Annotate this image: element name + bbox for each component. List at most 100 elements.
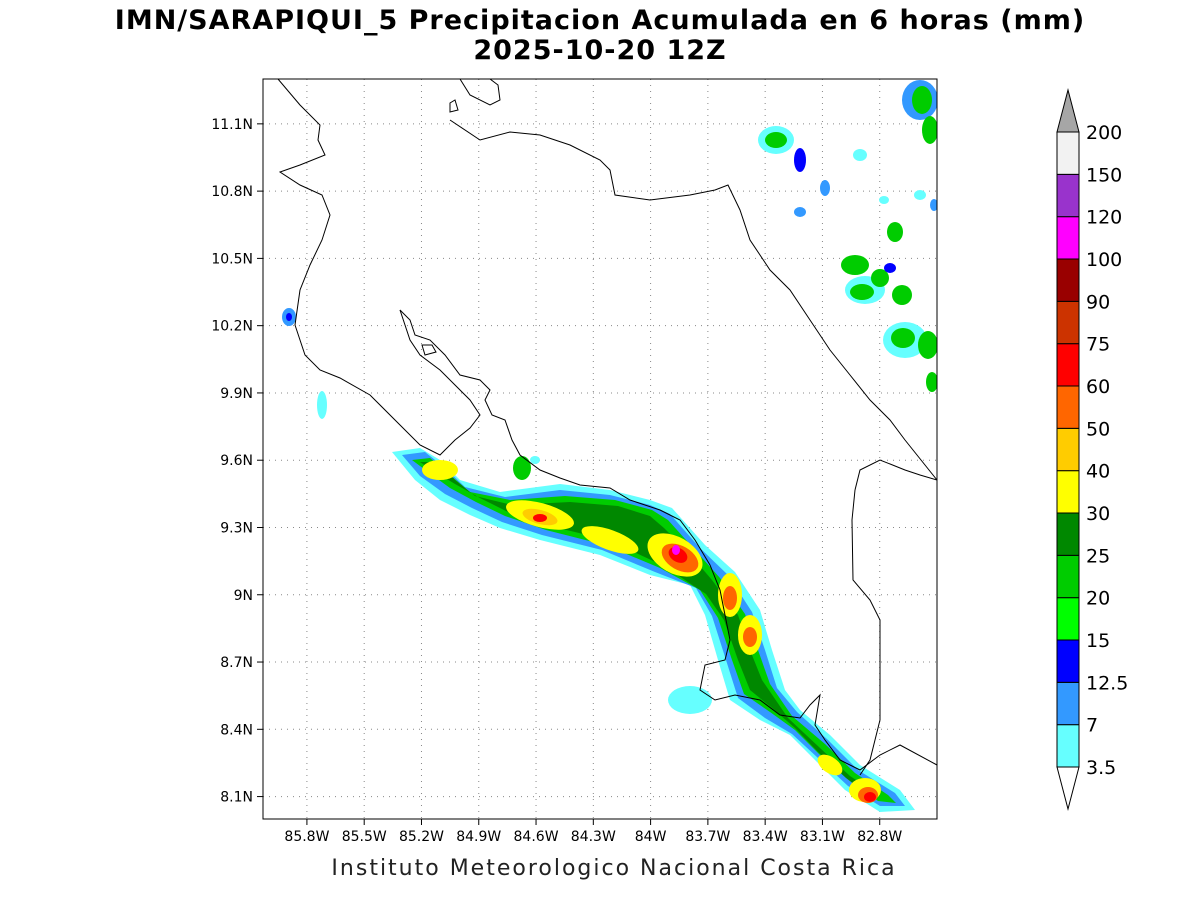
precip-cell bbox=[317, 391, 327, 419]
map-frame bbox=[262, 78, 938, 820]
colorbar-label: 200 bbox=[1086, 122, 1122, 144]
precip-cell bbox=[286, 313, 292, 321]
lon-tick-label: 83.4W bbox=[743, 829, 788, 845]
precip-core-yellow bbox=[422, 460, 458, 480]
precip-cell bbox=[884, 263, 896, 273]
precip-cell bbox=[668, 686, 712, 714]
colorbar-label: 12.5 bbox=[1086, 672, 1128, 694]
nicoya-island bbox=[421, 344, 437, 356]
colorbar-above-arrow bbox=[1056, 88, 1080, 133]
lat-tick-label: 9.6N bbox=[220, 453, 253, 469]
colorbar-label: 25 bbox=[1086, 545, 1110, 567]
colorbar-label: 7 bbox=[1086, 715, 1098, 737]
colorbar-label: 40 bbox=[1086, 461, 1110, 483]
axis-ticks: 11.1N 10.8N 10.5N 10.2N 9.9N 9.6N 9.3N 9N 8.7N 8.… bbox=[211, 117, 902, 845]
caribbean-coast-south bbox=[854, 459, 937, 491]
colorbar-swatch bbox=[1056, 173, 1080, 218]
colorbar-swatch bbox=[1056, 681, 1080, 726]
footer-credit: Instituto Meteorologico Nacional Costa R… bbox=[331, 856, 897, 881]
precip-core-yellow bbox=[581, 526, 639, 554]
lat-tick-label: 9.9N bbox=[220, 386, 253, 402]
precip-core-red bbox=[864, 792, 876, 802]
colorbar-swatch bbox=[1056, 216, 1080, 260]
precip-core-yellow bbox=[817, 754, 843, 776]
lon-tick-label: 84.6W bbox=[514, 829, 559, 845]
colorbar-swatch bbox=[1056, 385, 1080, 429]
lon-tick-label: 84W bbox=[635, 829, 667, 845]
precip-cell bbox=[871, 269, 889, 287]
precip-cell bbox=[887, 222, 903, 242]
precip-cell bbox=[820, 180, 830, 196]
precip-core-orange bbox=[743, 627, 757, 647]
precip-cell bbox=[918, 331, 937, 359]
colorbar-label: 3.5 bbox=[1086, 757, 1116, 779]
lat-tick-label: 10.8N bbox=[211, 184, 253, 200]
colorbar-label: 50 bbox=[1086, 418, 1110, 440]
precip-cell bbox=[765, 132, 787, 148]
colorbar-swatch bbox=[1056, 512, 1080, 556]
nicoya-gulf-coast bbox=[399, 309, 937, 771]
colorbar-below-arrow bbox=[1056, 766, 1080, 811]
precip-cell bbox=[794, 148, 806, 172]
lat-tick-label: 10.2N bbox=[211, 319, 253, 335]
precip-core-orange bbox=[723, 586, 737, 610]
colorbar: 3.5 7 12.5 15 20 25 30 40 50 60 75 90 100 120 150 200 bbox=[1056, 88, 1128, 811]
lon-tick-label: 84.3W bbox=[571, 829, 616, 845]
colorbar-swatch bbox=[1056, 131, 1080, 175]
colorbar-label: 60 bbox=[1086, 376, 1110, 398]
precip-cell bbox=[912, 86, 932, 114]
precip-cell bbox=[891, 328, 915, 348]
colorbar-swatch bbox=[1056, 724, 1080, 768]
precip-cell bbox=[850, 284, 874, 300]
precip-cell bbox=[853, 149, 867, 161]
colorbar-label: 120 bbox=[1086, 207, 1122, 229]
colorbar-swatch bbox=[1056, 639, 1080, 683]
lon-tick-label: 85.2W bbox=[399, 829, 444, 845]
lon-tick-label: 84.9W bbox=[456, 829, 501, 845]
lat-tick-label: 9.3N bbox=[220, 520, 253, 536]
colorbar-swatch bbox=[1056, 300, 1080, 345]
precipitation-field bbox=[282, 80, 937, 812]
colorbar-label: 100 bbox=[1086, 249, 1122, 271]
precip-cell bbox=[530, 456, 540, 464]
precip-cell bbox=[922, 116, 937, 144]
graticule bbox=[263, 79, 937, 819]
lon-tick-label: 82.8W bbox=[857, 829, 902, 845]
colorbar-swatch bbox=[1056, 597, 1080, 641]
precip-cell bbox=[841, 255, 869, 275]
precip-cell bbox=[513, 456, 531, 480]
colorbar-swatch bbox=[1056, 554, 1080, 599]
precip-cell bbox=[926, 372, 937, 392]
lat-tick-label: 10.5N bbox=[211, 251, 253, 267]
precip-core-red bbox=[533, 514, 547, 522]
lat-tick-label: 8.7N bbox=[220, 655, 253, 671]
colorbar-label: 90 bbox=[1086, 291, 1110, 313]
lake-nicaragua-south bbox=[459, 79, 501, 106]
lat-tick-label: 8.4N bbox=[220, 722, 253, 738]
map-subtitle-date: 2025-10-20 12Z bbox=[473, 35, 727, 66]
colorbar-swatch bbox=[1056, 343, 1080, 387]
colorbar-label: 20 bbox=[1086, 588, 1110, 610]
map-title: IMN/SARAPIQUI_5 Precipitacion Acumulada … bbox=[114, 5, 1086, 36]
panama-border bbox=[851, 489, 881, 776]
lon-tick-label: 85.5W bbox=[342, 829, 387, 845]
colorbar-swatch bbox=[1056, 470, 1080, 514]
colorbar-label: 75 bbox=[1086, 334, 1110, 356]
colorbar-label: 15 bbox=[1086, 630, 1110, 652]
colorbar-label: 30 bbox=[1086, 503, 1110, 525]
precip-cell bbox=[794, 207, 806, 217]
colorbar-swatch bbox=[1056, 258, 1080, 302]
lat-tick-label: 11.1N bbox=[211, 117, 253, 133]
coastlines bbox=[277, 79, 937, 776]
precip-cell bbox=[892, 285, 912, 305]
colorbar-label: 150 bbox=[1086, 164, 1122, 186]
island bbox=[449, 99, 459, 113]
pacific-coast-north bbox=[277, 79, 481, 456]
lon-tick-label: 85.8W bbox=[284, 829, 329, 845]
lat-tick-label: 8.1N bbox=[220, 790, 253, 806]
lat-tick-label: 9N bbox=[234, 588, 253, 604]
precip-cell bbox=[879, 196, 889, 204]
caribbean-coast bbox=[449, 119, 937, 481]
lon-tick-label: 83.7W bbox=[685, 829, 730, 845]
